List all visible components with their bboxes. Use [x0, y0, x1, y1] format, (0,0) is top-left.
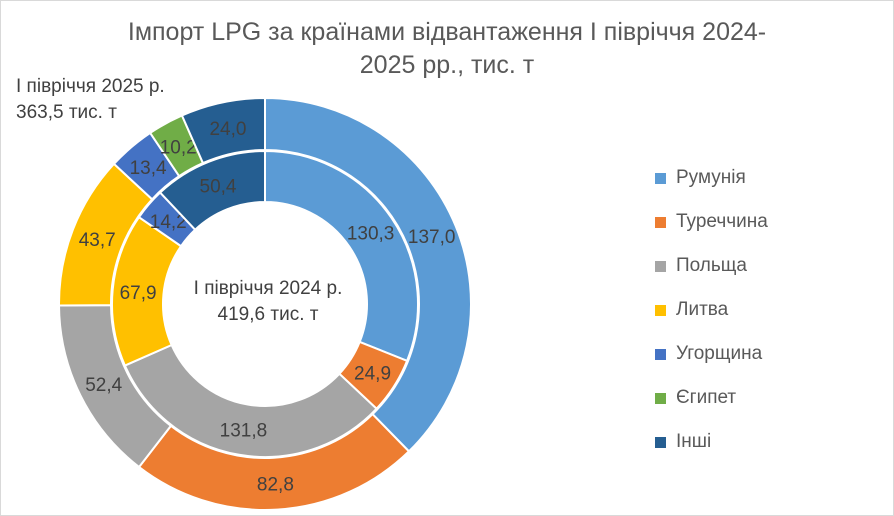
inner-ring-period-label: І півріччя 2024 р. — [193, 278, 343, 299]
legend-label-other: Інші — [676, 431, 712, 452]
inner-ring-data-label-lithuania: 67,9 — [120, 283, 157, 304]
legend-item-turkey: Туреччина — [655, 200, 768, 244]
legend-swatch-other — [655, 436, 666, 448]
outer-ring-slice-romania — [264, 96, 472, 453]
legend-item-poland: Польща — [655, 244, 768, 288]
outer-ring-data-label-other: 24,0 — [209, 119, 246, 140]
inner-ring-data-label-other: 50,4 — [200, 176, 237, 197]
inner-ring-slice-poland — [123, 343, 378, 458]
legend-label-hungary: Угорщина — [676, 343, 763, 364]
outer-ring-data-label-lithuania: 43,7 — [79, 230, 116, 251]
legend-swatch-egypt — [655, 392, 666, 404]
outer-ring-data-label-romania: 137,0 — [408, 227, 456, 248]
legend-swatch-romania — [655, 172, 666, 184]
legend-label-egypt: Єгипет — [676, 387, 737, 408]
inner-ring-data-label-romania: 130,3 — [347, 224, 395, 245]
legend-label-turkey: Туреччина — [676, 211, 768, 232]
legend-swatch-turkey — [655, 216, 666, 228]
chart-legend: Румунія Туреччина Польща Литва Угорщина Єгипе… — [655, 156, 768, 464]
chart-title: Імпорт LPG за країнами відвантаження І п… — [0, 16, 894, 82]
outer-ring-data-label-egypt: 10,2 — [160, 137, 197, 158]
legend-item-lithuania: Литва — [655, 288, 768, 332]
outer-ring-data-label-turkey: 82,8 — [257, 475, 294, 496]
legend-swatch-poland — [655, 260, 666, 272]
chart-title-line-2: 2025 рр., тис. т — [359, 51, 535, 79]
legend-label-romania: Румунія — [676, 167, 746, 188]
outer-ring-data-label-hungary: 13,4 — [130, 158, 167, 179]
outer-ring-annotation: І півріччя 2025 р. 363,5 тис. т — [16, 74, 165, 126]
legend-item-hungary: Угорщина — [655, 332, 768, 376]
legend-swatch-hungary — [655, 348, 666, 360]
legend-swatch-lithuania — [655, 304, 666, 316]
inner-ring-annotation: І півріччя 2024 р. 419,6 тис. т — [168, 276, 368, 328]
outer-ring-slice-other — [180, 96, 266, 165]
inner-ring-data-label-poland: 131,8 — [220, 421, 268, 442]
legend-item-egypt: Єгипет — [655, 376, 768, 420]
legend-item-romania: Румунія — [655, 156, 768, 200]
outer-ring-period-label: І півріччя 2025 р. — [16, 76, 165, 97]
inner-ring-total-label: 419,6 тис. т — [217, 304, 319, 325]
chart-title-line-1: Імпорт LPG за країнами відвантаження І п… — [127, 18, 767, 46]
inner-ring-data-label-hungary: 14,2 — [150, 212, 187, 233]
legend-item-other: Інші — [655, 420, 768, 464]
inner-ring-data-label-turkey: 24,9 — [354, 364, 391, 385]
outer-ring-total-label: 363,5 тис. т — [16, 102, 117, 123]
outer-ring-data-label-poland: 52,4 — [85, 375, 122, 396]
legend-label-lithuania: Литва — [676, 299, 729, 320]
inner-ring-slice-romania — [264, 149, 419, 363]
legend-label-poland: Польща — [676, 255, 747, 276]
